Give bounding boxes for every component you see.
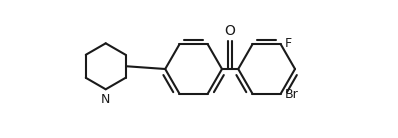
Text: Br: Br [284,88,298,101]
Text: O: O [224,24,236,39]
Text: N: N [101,92,110,106]
Text: F: F [284,37,291,50]
